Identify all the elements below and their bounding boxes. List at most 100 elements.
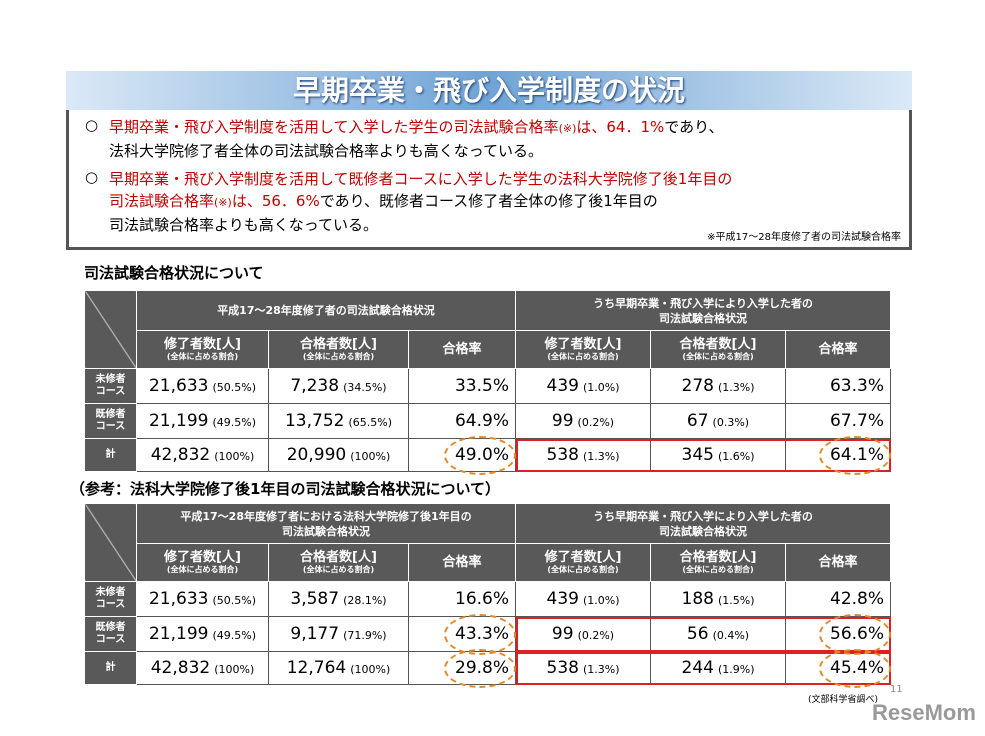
data-cell: 42,832 (100%) bbox=[136, 438, 269, 472]
cell-value: 99 bbox=[551, 624, 574, 644]
header-line: 平成17～28年度修了者の司法試験合格状況 bbox=[217, 304, 435, 317]
text-segment: 司法試験合格率 bbox=[109, 192, 215, 210]
text-segment: 法科大学院修了者全体の司法試験合格率よりも高くなっている。 bbox=[109, 142, 543, 160]
cell-share: (100%) bbox=[214, 663, 255, 676]
cell-share: (49.5%) bbox=[212, 629, 256, 642]
header-line: 司法試験合格状況 bbox=[282, 524, 370, 538]
column-label: 修了者数[人] bbox=[164, 337, 241, 352]
data-cell: 42,832 (100%) bbox=[136, 651, 269, 685]
cell-share: (0.2%) bbox=[577, 629, 615, 642]
cell-share: (49.5%) bbox=[212, 416, 256, 429]
cell-value: 67 bbox=[686, 411, 709, 431]
column-sub: (全体に占める割合) bbox=[682, 565, 754, 574]
cell-share: (100%) bbox=[214, 450, 255, 463]
cell-share: (1.3%) bbox=[717, 381, 755, 394]
column-sub: (全体に占める割合) bbox=[547, 565, 619, 574]
cell-share: (1.6%) bbox=[717, 450, 755, 463]
cell-share: (0.3%) bbox=[712, 416, 750, 429]
row-label-line: 既修者 bbox=[95, 622, 126, 633]
row-label-line: 既修者 bbox=[95, 409, 126, 420]
column-header: 合格者数[人] (全体に占める割合) bbox=[268, 543, 409, 582]
data-cell: 67 (0.3%) bbox=[650, 403, 786, 439]
cell-value: 3,587 bbox=[290, 589, 340, 609]
column-label: 修了者数[人] bbox=[164, 550, 241, 565]
cell-share: (34.5%) bbox=[343, 381, 387, 394]
cell-value: 188 bbox=[681, 589, 714, 609]
cell-value: 99 bbox=[551, 411, 574, 431]
cell-value: 56 bbox=[686, 624, 709, 644]
cell-share: (65.5%) bbox=[348, 416, 392, 429]
data-cell: 67.7% bbox=[785, 403, 891, 439]
cell-value: 278 bbox=[681, 376, 714, 396]
column-sub: (全体に占める割合) bbox=[166, 565, 239, 574]
cell-value: 16.6% bbox=[455, 589, 510, 609]
cell-share: (100%) bbox=[350, 663, 391, 676]
note: ※平成17～28年度修了者の司法試験合格率 bbox=[707, 232, 901, 243]
cell-value: 13,752 bbox=[284, 411, 345, 431]
cell-value: 42.8% bbox=[830, 589, 885, 609]
column-header: 合格者数[人] (全体に占める割合) bbox=[650, 330, 786, 369]
data-cell: 63.3% bbox=[785, 368, 891, 404]
column-header: 合格率 bbox=[785, 330, 891, 369]
data-cell: 21,199 (49.5%) bbox=[136, 403, 269, 439]
column-label: 合格率 bbox=[442, 555, 482, 570]
row-label-line: コース bbox=[95, 599, 126, 610]
data-cell: 99 (0.2%) bbox=[515, 616, 652, 652]
column-header: 修了者数[人] (全体に占める割合) bbox=[515, 543, 652, 582]
source: (文部科学省調べ) bbox=[808, 695, 879, 705]
text-line: 法科大学院修了者全体の司法試験合格率よりも高くなっている。 bbox=[109, 140, 909, 162]
data-cell: 33.5% bbox=[408, 368, 516, 404]
column-label: 修了者数[人] bbox=[544, 337, 622, 352]
column-label: 合格者数[人] bbox=[300, 550, 377, 565]
cell-value: 9,177 bbox=[290, 624, 340, 644]
row-label-line: コース bbox=[95, 634, 126, 645]
data-cell: 99 (0.2%) bbox=[515, 403, 651, 439]
column-sub: (全体に占める割合) bbox=[682, 352, 754, 361]
cell-value: 21,199 bbox=[148, 624, 209, 644]
text-segment: (※) bbox=[214, 196, 232, 209]
data-cell: 64.9% bbox=[408, 403, 516, 439]
column-label: 合格者数[人] bbox=[679, 337, 757, 352]
corner-cell bbox=[84, 290, 137, 369]
header-line: うち早期卒業・飛び入学により入学した者の bbox=[593, 296, 813, 310]
highlight-ellipse bbox=[818, 648, 891, 688]
data-cell: 439 (1.0%) bbox=[515, 368, 651, 404]
cell-share: (1.0%) bbox=[582, 594, 620, 607]
row-label-line: 未修者 bbox=[95, 374, 126, 385]
data-cell: 21,633 (50.5%) bbox=[136, 368, 269, 404]
group-header: 平成17～28年度修了者の司法試験合格状況 bbox=[136, 290, 516, 331]
data-table: 平成17～28年度修了者の司法試験合格状況 うち早期卒業・飛び入学により入学した者… bbox=[84, 290, 891, 472]
row-label-line: コース bbox=[95, 386, 126, 397]
bullet: ○ 早期卒業・飛び入学制度を活用して既修者コースに入学した学生の法科大学院修了後1… bbox=[69, 168, 909, 236]
data-cell: 538 (1.3%) bbox=[515, 651, 652, 685]
row-label: 計 bbox=[84, 651, 137, 685]
cell-value: 538 bbox=[546, 658, 579, 678]
logo: ReseMom bbox=[872, 700, 976, 725]
table-title: （参考：法科大学院修了後1年目の司法試験合格状況について） bbox=[70, 480, 500, 498]
bullet-mark: ○ bbox=[85, 116, 99, 134]
cell-share: (71.9%) bbox=[343, 629, 387, 642]
data-cell: 13,752 (65.5%) bbox=[268, 403, 409, 439]
cell-value: 21,633 bbox=[148, 376, 209, 396]
cell-value: 439 bbox=[546, 589, 579, 609]
page-number: 11 bbox=[890, 684, 903, 695]
data-cell: 12,764 (100%) bbox=[268, 651, 409, 685]
cell-value: 42,832 bbox=[150, 445, 211, 465]
cell-share: (0.2%) bbox=[577, 416, 615, 429]
summary-box: ○ 早期卒業・飛び入学制度を活用して入学した学生の司法試験合格率(※)は、64．1… bbox=[66, 110, 912, 250]
text-segment: 早期卒業・飛び入学制度を活用して既修者コースに入学した学生の法科大学院修了後1年… bbox=[109, 170, 733, 188]
row-label: 既修者 コース bbox=[84, 403, 137, 439]
header-line: 平成17～28年度修了者における法科大学院修了後1年目の bbox=[180, 509, 472, 523]
column-header: 修了者数[人] (全体に占める割合) bbox=[136, 543, 269, 582]
text-line: 司法試験合格率(※)は、56．6%であり、既修者コース修了者全体の修了後1年目の bbox=[109, 190, 909, 214]
cell-value: 244 bbox=[681, 658, 714, 678]
data-cell: 42.8% bbox=[785, 581, 892, 617]
cell-share: (50.5%) bbox=[212, 594, 256, 607]
cell-value: 7,238 bbox=[290, 376, 340, 396]
row-label: 未修者 コース bbox=[84, 581, 137, 617]
text-line: 早期卒業・飛び入学制度を活用して既修者コースに入学した学生の法科大学院修了後1年… bbox=[109, 168, 909, 190]
table-title: 司法試験合格状況について bbox=[84, 264, 264, 282]
row-label: 既修者 コース bbox=[84, 616, 137, 652]
column-header: 修了者数[人] (全体に占める割合) bbox=[515, 330, 651, 369]
highlight-ellipse bbox=[818, 435, 891, 475]
